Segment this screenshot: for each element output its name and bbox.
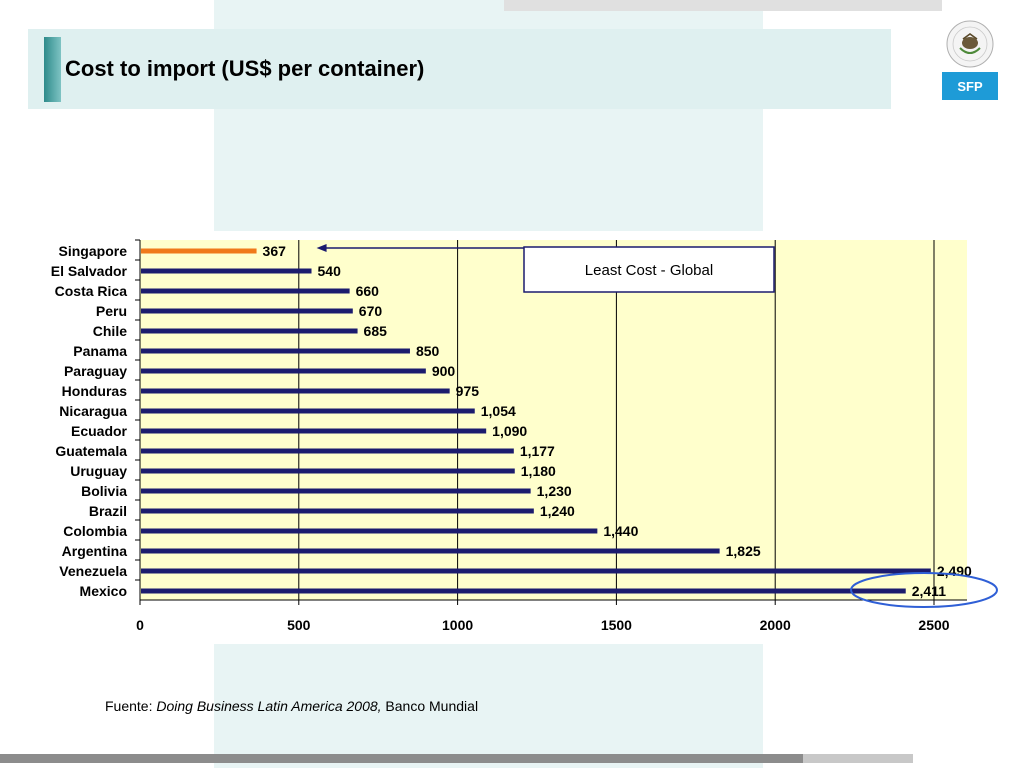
bar-argentina — [141, 548, 720, 554]
source-suffix: Banco Mundial — [381, 698, 479, 714]
value-label: 975 — [456, 383, 480, 399]
eagle-icon — [962, 37, 978, 49]
annotation-text: Least Cost - Global — [585, 262, 713, 279]
category-label: Mexico — [80, 583, 127, 599]
category-label: Brazil — [89, 503, 127, 519]
value-label: 670 — [359, 303, 383, 319]
value-label: 1,177 — [520, 443, 555, 459]
category-label: Costa Rica — [55, 283, 128, 299]
category-label: Colombia — [63, 523, 127, 539]
category-label: Honduras — [62, 383, 128, 399]
category-label: Peru — [96, 303, 127, 319]
x-tick-label: 1000 — [442, 617, 473, 633]
bar-singapore — [141, 248, 257, 254]
value-label: 1,090 — [492, 423, 527, 439]
category-label: Paraguay — [64, 363, 127, 379]
highlight-ellipse — [850, 572, 998, 608]
bottom-decor-bar-dark — [0, 754, 803, 763]
value-label: 367 — [263, 243, 287, 259]
x-tick-label: 0 — [136, 617, 144, 633]
annotation-arrowhead — [316, 244, 327, 252]
category-label: El Salvador — [51, 263, 128, 279]
bar-el-salvador — [141, 268, 312, 274]
bar-nicaragua — [141, 408, 475, 414]
value-label: 685 — [364, 323, 388, 339]
plot-area — [140, 240, 967, 600]
bar-uruguay — [141, 468, 515, 474]
category-label: Ecuador — [71, 423, 128, 439]
bar-honduras — [141, 388, 450, 394]
value-label: 1,440 — [603, 523, 638, 539]
category-label: Singapore — [59, 243, 128, 259]
bar-brazil — [141, 508, 534, 514]
category-label: Panama — [73, 343, 127, 359]
bar-paraguay — [141, 368, 426, 374]
bar-guatemala — [141, 448, 514, 454]
bar-venezuela — [141, 568, 931, 574]
bar-ecuador — [141, 428, 487, 434]
x-tick-label: 2500 — [918, 617, 949, 633]
value-label: 1,240 — [540, 503, 575, 519]
value-label: 850 — [416, 343, 440, 359]
category-label: Guatemala — [55, 443, 127, 459]
category-label: Nicaragua — [59, 403, 127, 419]
title-band — [28, 29, 891, 109]
value-label: 900 — [432, 363, 456, 379]
background-panel-bottom — [214, 644, 763, 768]
bar-bolivia — [141, 488, 531, 494]
bottom-decor-bar-light — [803, 754, 913, 763]
value-label: 660 — [356, 283, 380, 299]
value-label: 1,825 — [726, 543, 761, 559]
source-title: Doing Business Latin America 2008, — [156, 698, 382, 714]
category-label: Uruguay — [70, 463, 127, 479]
bar-chile — [141, 328, 358, 334]
x-tick-label: 1500 — [601, 617, 632, 633]
bar-costa-rica — [141, 288, 350, 294]
bar-colombia — [141, 528, 598, 534]
slide-title: Cost to import (US$ per container) — [65, 56, 425, 81]
category-label: Argentina — [62, 543, 128, 559]
top-decor-bar — [504, 0, 942, 11]
annotation-box — [523, 246, 775, 293]
category-label: Bolivia — [81, 483, 127, 499]
value-label: 1,180 — [521, 463, 556, 479]
source-note: Fuente: Doing Business Latin America 200… — [105, 698, 478, 714]
bar-panama — [141, 348, 410, 354]
source-prefix: Fuente: — [105, 698, 157, 714]
bar-peru — [141, 308, 353, 314]
title-accent-bar — [44, 37, 61, 102]
x-tick-label: 500 — [287, 617, 311, 633]
logo-text: SFP — [957, 79, 983, 94]
category-label: Chile — [93, 323, 127, 339]
bar-mexico — [141, 588, 906, 594]
category-label: Venezuela — [59, 563, 127, 579]
value-label: 1,230 — [537, 483, 572, 499]
value-label: 540 — [318, 263, 342, 279]
value-label: 1,054 — [481, 403, 516, 419]
value-label: 2,411 — [912, 583, 946, 599]
sfp-logo: SFP — [942, 20, 998, 100]
x-tick-label: 2000 — [760, 617, 791, 633]
